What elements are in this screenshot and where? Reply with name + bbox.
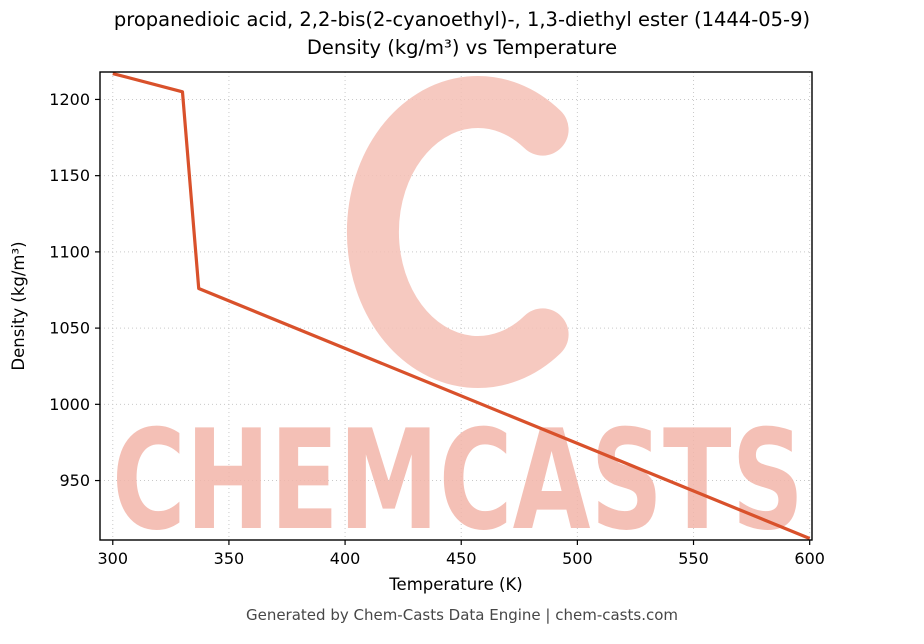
y-tick-label: 1000 [49,395,90,414]
axes-layer: 300 350 400 450 500 550 600 950 1000 1050 1100 1150… [49,71,825,568]
x-tick-label: 550 [678,549,709,568]
x-tick-label: 600 [794,549,825,568]
y-tick-label: 1100 [49,242,90,261]
y-tick-label: 1200 [49,90,90,109]
y-axis-label: Density (kg/m³) [9,241,28,370]
x-tick-label: 300 [98,549,129,568]
chemcasts-watermark-text: CHEMCASTS [112,400,804,561]
x-tick-label: 450 [446,549,477,568]
watermark-layer: CHEMCASTS [112,76,804,561]
chemcasts-c-swirl-logo [346,76,569,388]
footer-credit: Generated by Chem-Casts Data Engine | ch… [245,606,679,624]
chart-title: propanedioic acid, 2,2-bis(2-cyanoethyl)… [113,8,811,31]
plot-frame [99,71,813,541]
x-tick-label: 350 [214,549,245,568]
data-series-layer [112,71,811,540]
x-tick-label: 500 [562,549,593,568]
y-tick-label: 1050 [49,319,90,338]
x-tick-label: 400 [330,549,361,568]
x-axis-label: Temperature (K) [388,575,522,594]
density-line [112,71,811,540]
y-tick-label: 1150 [49,166,90,185]
chart-subtitle: Density (kg/m³) vs Temperature [306,36,618,59]
y-tick-label: 950 [59,471,90,490]
